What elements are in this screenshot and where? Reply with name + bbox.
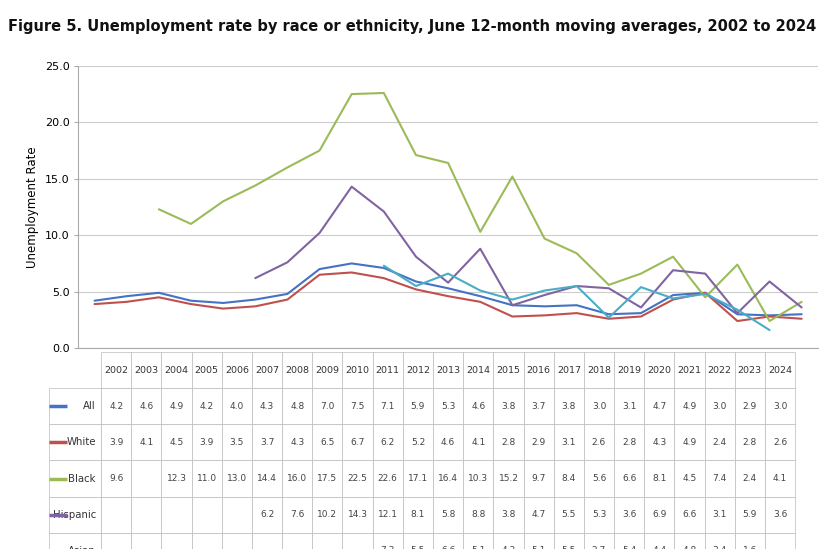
Text: Figure 5. Unemployment rate by race or ethnicity, June 12-month moving averages,: Figure 5. Unemployment rate by race or e… xyxy=(8,19,817,34)
Y-axis label: Unemployment Rate: Unemployment Rate xyxy=(26,146,39,268)
